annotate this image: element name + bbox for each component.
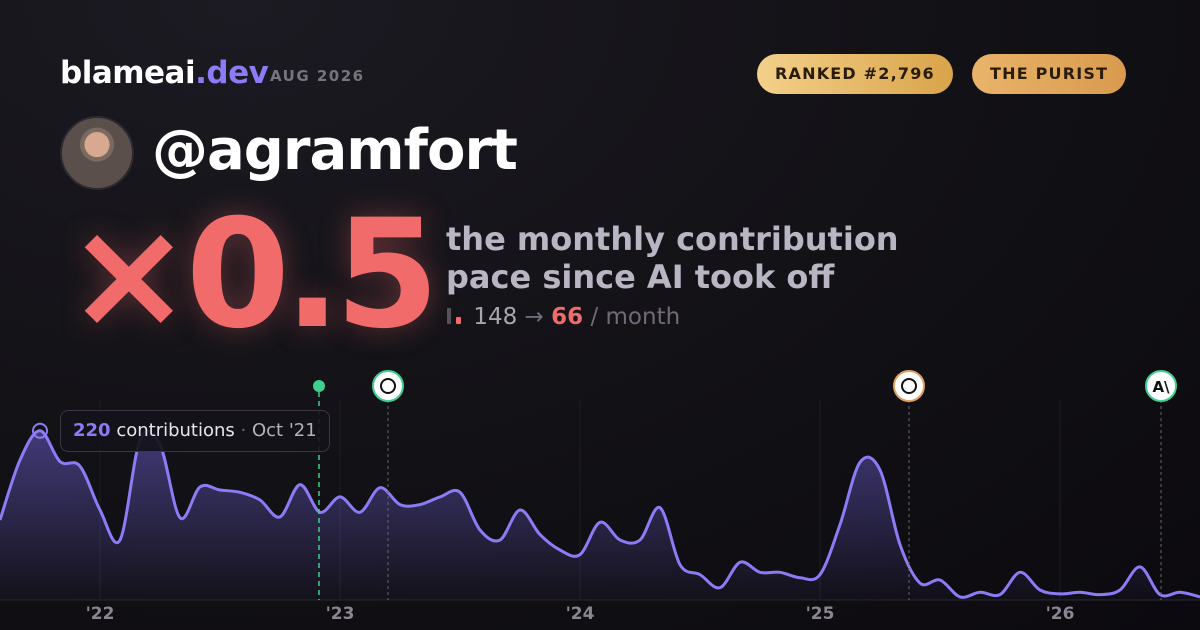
- pace-arrow: →: [524, 304, 544, 330]
- x-tick-label: '23: [326, 604, 355, 624]
- x-tick-label: '25: [806, 604, 835, 624]
- pace-icon: [447, 308, 461, 324]
- x-tick-label: '24: [566, 604, 595, 624]
- brand-name: blameai: [60, 55, 196, 91]
- tooltip-unit: contributions: [116, 420, 235, 441]
- peak-marker: [32, 422, 48, 439]
- multiplier: ×0.5: [66, 188, 439, 362]
- rank-badge: RANKED #2,796: [757, 54, 953, 94]
- event-icon-glyph: A\: [1152, 378, 1170, 396]
- event-icon: [372, 370, 404, 402]
- tooltip-value: 220: [73, 420, 111, 441]
- pace: 148 → 66 / month: [446, 304, 680, 330]
- pace-after: 66: [551, 304, 584, 330]
- x-tick-label: '26: [1046, 604, 1075, 624]
- pace-before: 148: [473, 304, 518, 330]
- event-dot: [313, 380, 325, 392]
- tooltip: 220 contributions · Oct '21: [60, 410, 330, 452]
- pace-unit: / month: [590, 304, 681, 330]
- brand-tld: .dev: [195, 55, 269, 91]
- issue-date: AUG 2026: [270, 67, 365, 85]
- x-tick-label: '22: [86, 604, 115, 624]
- event-icon: [1145, 370, 1177, 402]
- area-line: [0, 429, 1200, 599]
- area-fill: [0, 430, 1200, 600]
- persona-badge: THE PURIST: [972, 54, 1127, 94]
- description: pace since AI took off: [446, 258, 835, 296]
- tooltip-date: Oct '21: [251, 420, 317, 441]
- event-icon: [901, 378, 917, 394]
- avatar: [60, 116, 134, 190]
- brand: blameai.dev: [60, 55, 269, 91]
- event-icon: [893, 370, 925, 402]
- handle: @agramfort: [152, 118, 518, 183]
- description: the monthly contribution: [446, 220, 899, 258]
- event-icon: [380, 378, 396, 394]
